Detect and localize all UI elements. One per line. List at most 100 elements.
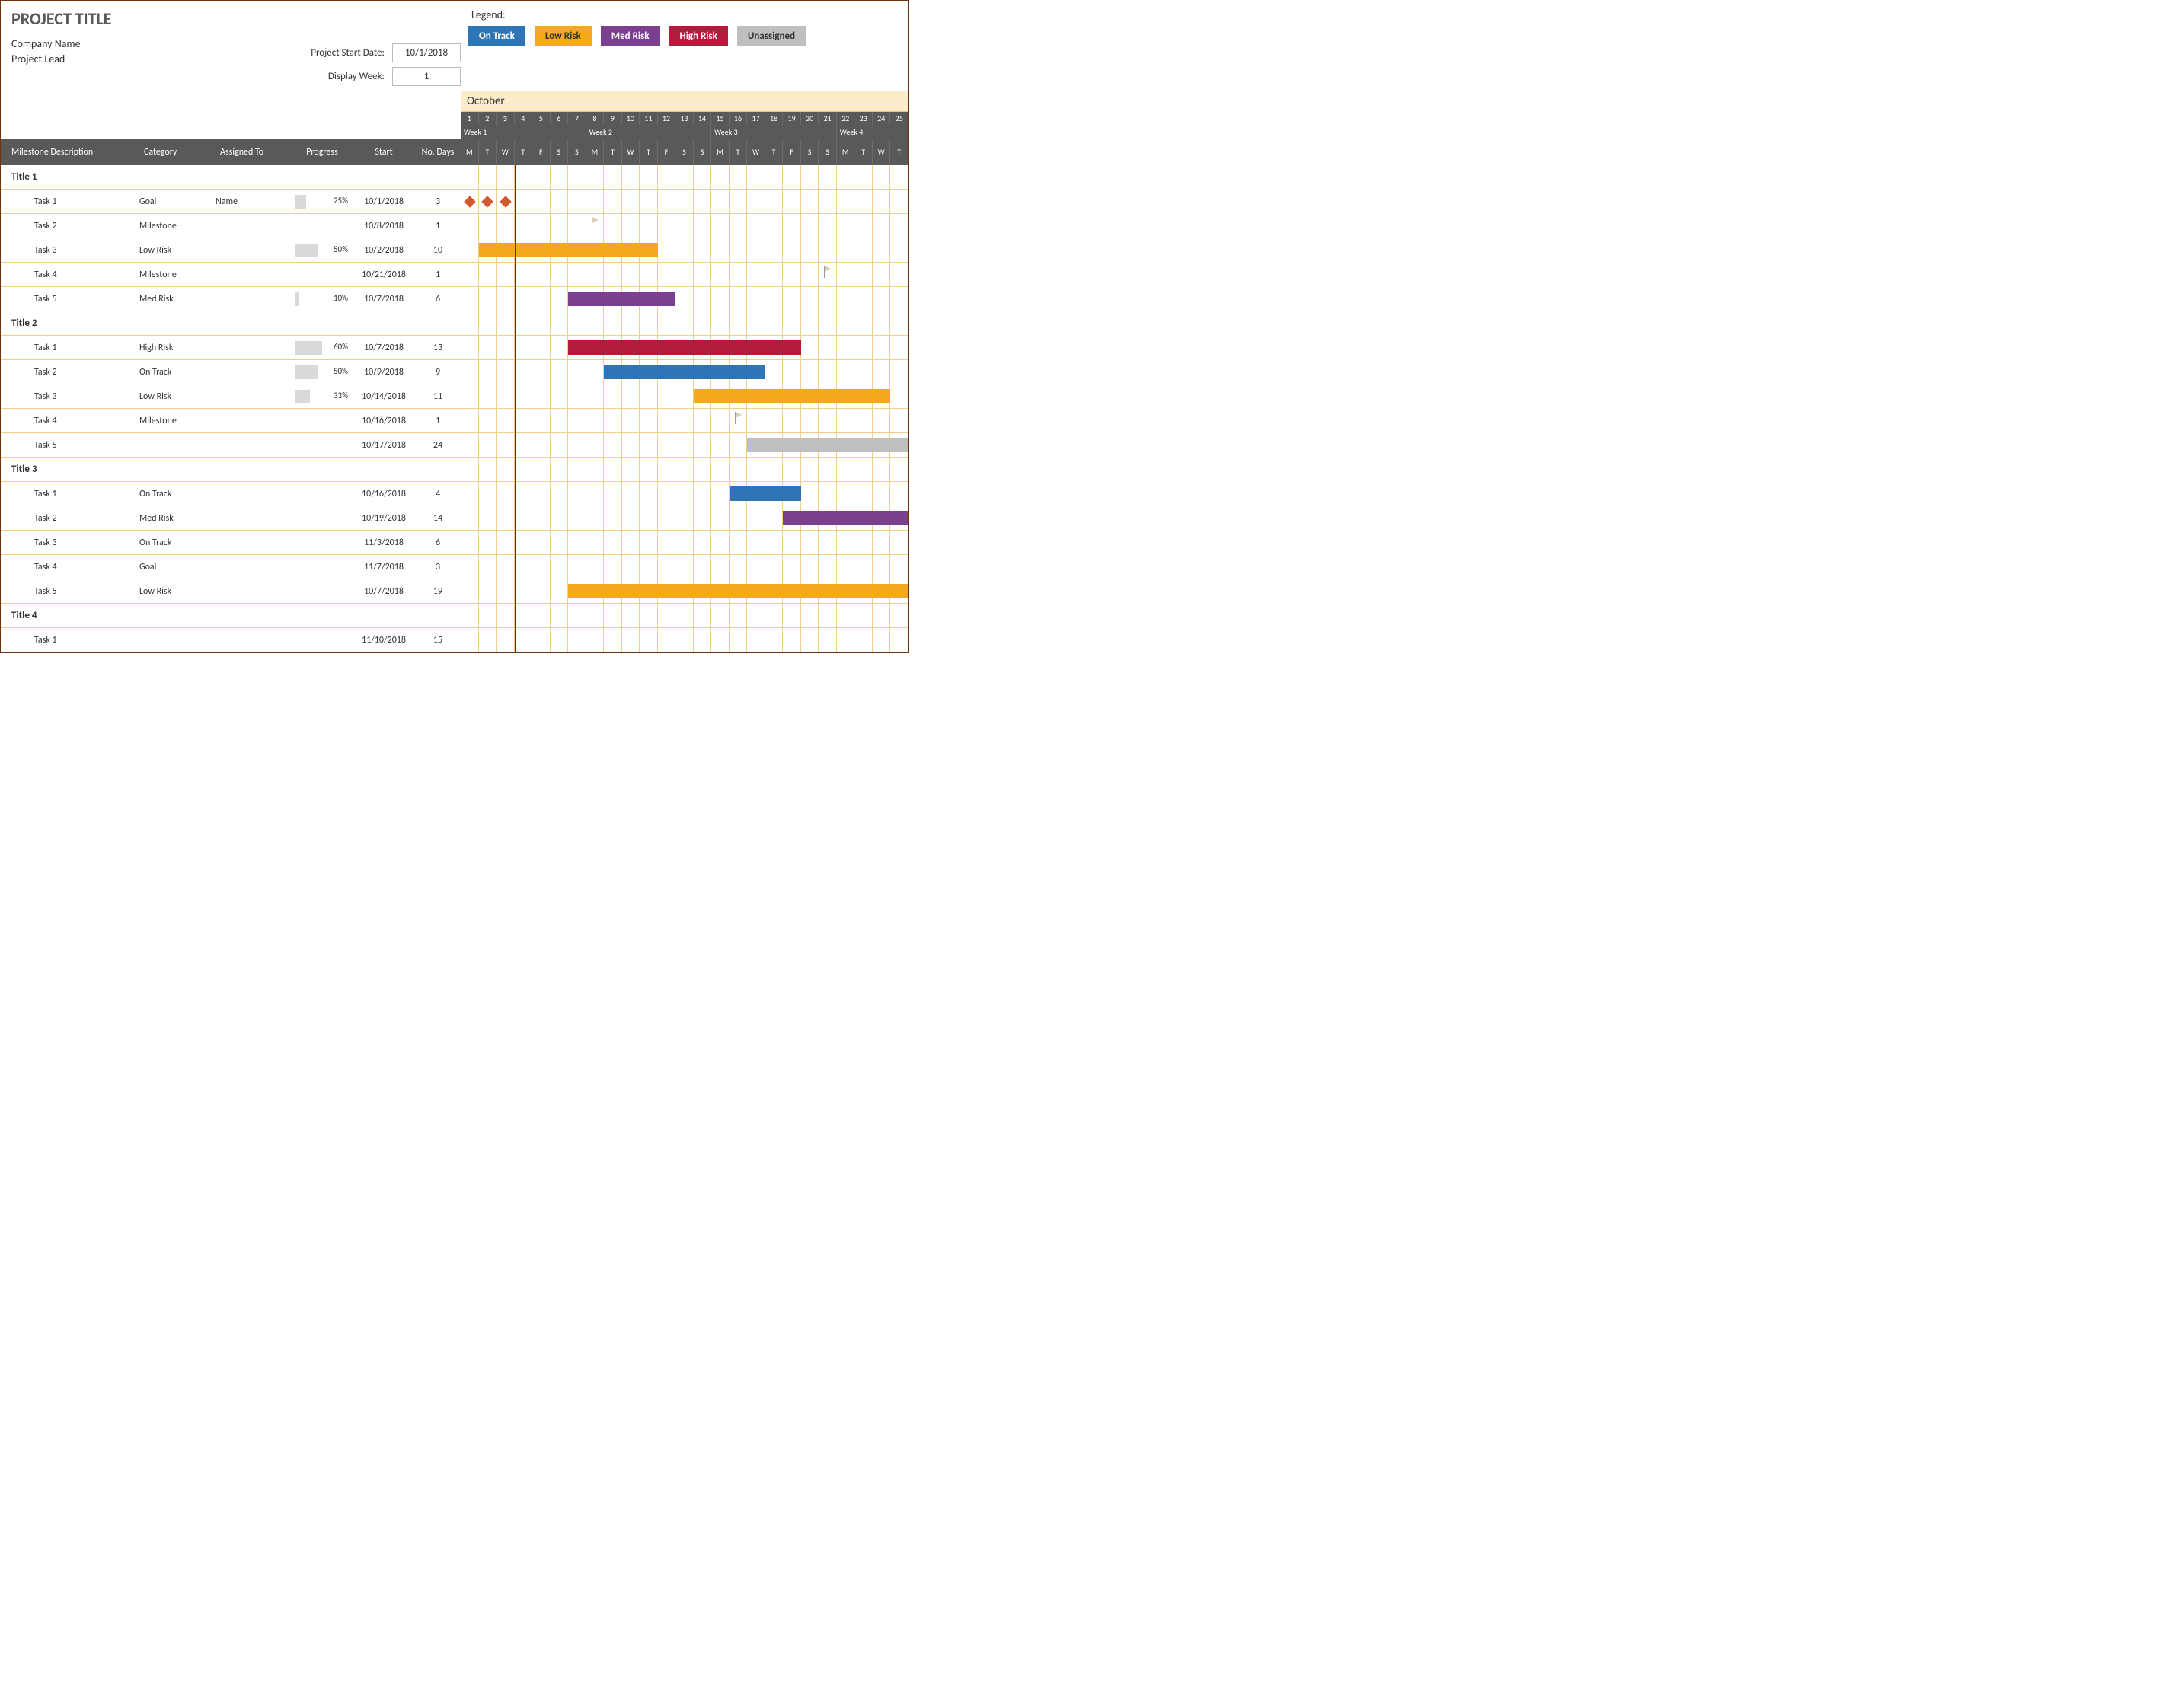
day-of-week: F <box>658 139 676 165</box>
today-line <box>515 165 516 652</box>
day-number: 10 <box>622 112 640 125</box>
day-of-week: T <box>515 139 533 165</box>
week-label: Week 2 <box>586 125 712 139</box>
task-progress <box>292 559 353 576</box>
task-category: Milestone <box>139 416 216 426</box>
day-of-week: W <box>873 139 891 165</box>
col-description: Milestone Description <box>1 139 139 165</box>
gantt-bar[interactable] <box>568 292 675 306</box>
legend-label: Legend: <box>471 8 898 21</box>
task-row[interactable]: Task 1On Track10/16/20184 <box>1 482 908 506</box>
task-name: Task 2 <box>1 513 139 524</box>
day-of-week: F <box>532 139 551 165</box>
task-start: 11/7/2018 <box>353 562 415 572</box>
task-progress <box>292 413 353 429</box>
task-row[interactable]: Task 1High Risk60%10/7/201813 <box>1 336 908 360</box>
gantt-cells <box>461 531 908 554</box>
day-of-week: M <box>711 139 730 165</box>
task-start: 10/7/2018 <box>353 343 415 353</box>
day-of-week: S <box>694 139 712 165</box>
start-date-input[interactable]: 10/1/2018 <box>392 43 461 62</box>
day-number: 1 <box>461 112 479 125</box>
day-number: 19 <box>783 112 801 125</box>
gantt-bar[interactable] <box>479 243 658 257</box>
task-category: On Track <box>139 537 216 548</box>
gantt-cells <box>461 506 908 530</box>
milestone-flag-icon <box>592 217 601 229</box>
gantt-cells <box>461 287 908 311</box>
task-start: 10/9/2018 <box>353 367 415 378</box>
task-start: 10/8/2018 <box>353 221 415 231</box>
task-name: Task 1 <box>1 196 139 207</box>
task-start: 11/10/2018 <box>353 635 415 646</box>
day-number: 12 <box>658 112 676 125</box>
display-week-label: Display Week: <box>328 71 385 82</box>
day-number: 3 <box>497 112 515 125</box>
gantt-bar[interactable] <box>783 511 908 525</box>
section-row: Title 2 <box>1 311 908 336</box>
day-number: 6 <box>551 112 569 125</box>
day-number: 5 <box>532 112 551 125</box>
task-start: 10/7/2018 <box>353 294 415 305</box>
task-category: On Track <box>139 489 216 499</box>
task-row[interactable]: Task 2On Track50%10/9/20189 <box>1 360 908 384</box>
task-row[interactable]: Task 1GoalName25%10/1/20183 <box>1 190 908 214</box>
gantt-bar[interactable] <box>694 389 891 403</box>
day-of-week: S <box>801 139 819 165</box>
day-of-week: M <box>586 139 605 165</box>
day-number: 2 <box>479 112 497 125</box>
task-row[interactable]: Task 5Low Risk10/7/201819 <box>1 579 908 604</box>
gantt-cells <box>461 384 908 408</box>
task-start: 10/17/2018 <box>353 440 415 451</box>
day-number: 8 <box>586 112 605 125</box>
day-of-week: M <box>837 139 855 165</box>
task-name: Task 1 <box>1 343 139 353</box>
col-category: Category <box>139 139 216 165</box>
day-of-week: T <box>730 139 748 165</box>
task-row[interactable]: Task 3On Track11/3/20186 <box>1 531 908 555</box>
task-days: 11 <box>415 391 461 402</box>
day-of-week: S <box>568 139 586 165</box>
day-of-week: T <box>890 139 908 165</box>
gantt-bar[interactable] <box>747 438 908 452</box>
task-row[interactable]: Task 4Milestone10/21/20181 <box>1 263 908 287</box>
day-of-week: W <box>497 139 515 165</box>
gantt-bar[interactable] <box>604 365 765 379</box>
col-progress: Progress <box>292 139 353 165</box>
day-of-week: S <box>551 139 569 165</box>
day-number: 23 <box>854 112 873 125</box>
gantt-bar[interactable] <box>730 486 801 501</box>
day-number-row: 1234567891011121314151617181920212223242… <box>1 112 908 125</box>
task-row[interactable]: Task 4Milestone10/16/20181 <box>1 409 908 433</box>
project-title: PROJECT TITLE <box>11 8 468 29</box>
day-of-week: M <box>461 139 479 165</box>
task-row[interactable]: Task 111/10/201815 <box>1 628 908 652</box>
milestone-flag-icon <box>735 412 744 424</box>
task-row[interactable]: Task 3Low Risk33%10/14/201811 <box>1 384 908 409</box>
task-name: Task 4 <box>1 270 139 280</box>
task-row[interactable]: Task 510/17/201824 <box>1 433 908 458</box>
gantt-bar[interactable] <box>568 584 908 598</box>
task-row[interactable]: Task 4Goal11/7/20183 <box>1 555 908 579</box>
day-number: 21 <box>819 112 837 125</box>
gantt-cells <box>461 628 908 652</box>
gantt-app: PROJECT TITLE Company Name Project Lead … <box>0 0 909 653</box>
gantt-bar[interactable] <box>568 340 801 355</box>
day-number: 20 <box>801 112 819 125</box>
task-row[interactable]: Task 3Low Risk50%10/2/201810 <box>1 238 908 263</box>
gantt-cells <box>461 433 908 457</box>
task-name: Task 2 <box>1 221 139 231</box>
task-start: 10/16/2018 <box>353 489 415 499</box>
day-of-week: T <box>765 139 784 165</box>
task-days: 15 <box>415 635 461 646</box>
header: PROJECT TITLE Company Name Project Lead … <box>1 1 908 91</box>
task-row[interactable]: Task 5Med Risk10%10/7/20186 <box>1 287 908 311</box>
task-start: 10/19/2018 <box>353 513 415 524</box>
task-progress: 10% <box>292 291 353 308</box>
task-name: Task 4 <box>1 562 139 572</box>
section-row: Title 1 <box>1 165 908 190</box>
task-row[interactable]: Task 2Milestone10/8/20181 <box>1 214 908 238</box>
day-of-week: W <box>622 139 640 165</box>
task-row[interactable]: Task 2Med Risk10/19/201814 <box>1 506 908 531</box>
display-week-input[interactable]: 1 <box>392 67 461 86</box>
